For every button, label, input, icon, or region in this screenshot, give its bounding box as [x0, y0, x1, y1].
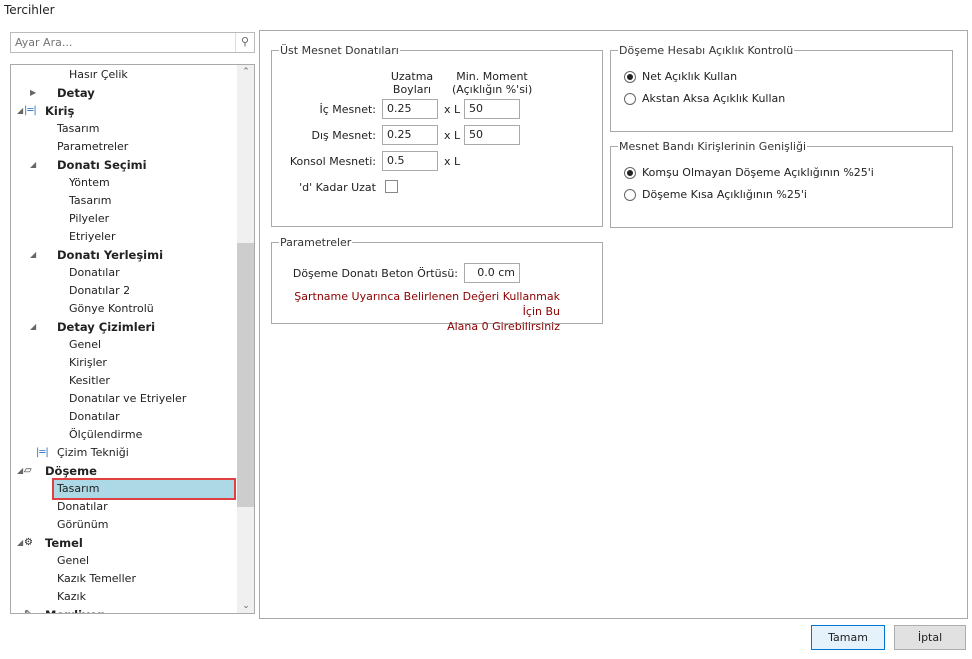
scrollbar-thumb[interactable]: [237, 243, 254, 507]
group-title: Mesnet Bandı Kirişlerinin Genişliği: [619, 140, 807, 153]
tree-item[interactable]: Pilyeler: [69, 212, 110, 225]
beton-ortusu-label: Döşeme Donatı Beton Örtüsü:: [292, 267, 458, 280]
tree-item[interactable]: Kazık Temeller: [57, 572, 136, 585]
slab-icon: ▱: [24, 465, 32, 476]
tree-item[interactable]: Kiriş: [45, 104, 75, 118]
settings-search: ⚲: [10, 32, 255, 53]
tree-item[interactable]: Genel: [57, 554, 90, 567]
tree-item[interactable]: Etriyeler: [69, 230, 116, 243]
xl-label: x L: [444, 129, 461, 142]
dis-mesnet-input[interactable]: 0.25: [382, 125, 438, 145]
tree-item[interactable]: Döşeme: [45, 464, 97, 478]
search-input[interactable]: [11, 33, 231, 52]
group-title: Üst Mesnet Donatıları: [280, 44, 399, 57]
tree-item[interactable]: Ölçülendirme: [69, 428, 143, 441]
net-aciklik-radio[interactable]: [624, 71, 636, 83]
dis-mesnet-label: Dış Mesnet:: [311, 129, 376, 142]
xl-label: x L: [444, 103, 461, 116]
tree-item[interactable]: Tasarım: [52, 478, 236, 500]
stair-icon: ✎: [24, 606, 32, 613]
konsol-mesnet-label: Konsol Mesneti:: [289, 155, 376, 168]
tree-item[interactable]: Kesitler: [69, 374, 110, 387]
ok-button[interactable]: Tamam: [811, 625, 885, 650]
tree-item[interactable]: Donatılar ve Etriyeler: [69, 392, 187, 405]
expanded-arrow-icon[interactable]: ◢: [30, 250, 37, 259]
tree-item[interactable]: Genel: [69, 338, 102, 351]
expanded-arrow-icon[interactable]: ◢: [30, 160, 37, 169]
window-title: Tercihler: [4, 3, 55, 17]
xl-label: x L: [444, 155, 461, 168]
d-kadar-uzat-label: 'd' Kadar Uzat: [299, 181, 376, 194]
scroll-up-icon[interactable]: ⌃: [242, 67, 250, 77]
beton-ortusu-input[interactable]: 0.0 cm: [464, 263, 520, 283]
d-kadar-uzat-checkbox[interactable]: [385, 180, 398, 193]
cancel-button[interactable]: İptal: [894, 625, 966, 650]
aciklik-kontrol-group: Döşeme Hesabı Açıklık Kontrolü Net Açıkl…: [610, 44, 953, 132]
expanded-arrow-icon[interactable]: ◢: [30, 322, 37, 331]
tree-item[interactable]: Donatılar: [69, 266, 120, 279]
expanded-arrow-icon[interactable]: ◢: [17, 466, 24, 475]
group-title: Parametreler: [280, 236, 352, 249]
beam-icon: |═|: [36, 447, 49, 458]
col-header-uzatma: Uzatma Boyları: [390, 70, 434, 96]
komsu-olmayan-label[interactable]: Komşu Olmayan Döşeme Açıklığının %25'i: [642, 166, 874, 179]
tree-item[interactable]: Detay: [57, 86, 95, 100]
akstan-aksa-label[interactable]: Akstan Aksa Açıklık Kullan: [642, 92, 786, 105]
tree-item[interactable]: Tasarım: [69, 194, 112, 207]
settings-content: Üst Mesnet Donatıları Uzatma Boyları Min.…: [259, 30, 968, 619]
col-header-min-moment: Min. Moment (Açıklığın %'si): [452, 70, 533, 96]
dis-mesnet-moment-input[interactable]: 50: [464, 125, 520, 145]
search-icon[interactable]: ⚲: [235, 33, 254, 52]
tree-item[interactable]: Tasarım: [57, 122, 100, 135]
mesnet-bandi-group: Mesnet Bandı Kirişlerinin Genişliği Komş…: [610, 140, 953, 228]
tree-item[interactable]: Çizim Tekniği: [57, 446, 129, 459]
expanded-arrow-icon[interactable]: ◢: [17, 538, 24, 547]
ic-mesnet-label: İç Mesnet:: [319, 103, 376, 116]
konsol-mesnet-input[interactable]: 0.5: [382, 151, 438, 171]
parametreler-group: Parametreler Döşeme Donatı Beton Örtüsü:…: [271, 236, 603, 333]
tree-scrollbar[interactable]: ⌃ ⌄: [237, 65, 254, 613]
settings-tree: Hasır Çelik ▶ Detay ◢ |═| Kiriş Tasarım Paramet…: [10, 64, 255, 614]
warning-text: Şartname Uyarınca Belirlenen Değeri Kull…: [294, 290, 560, 333]
tree-item[interactable]: Merdiven: [42, 606, 106, 613]
kisa-aciklik-radio[interactable]: [624, 189, 636, 201]
komsu-olmayan-radio[interactable]: [624, 167, 636, 179]
net-aciklik-label[interactable]: Net Açıklık Kullan: [642, 70, 738, 83]
tree-item[interactable]: Donatılar: [69, 410, 120, 423]
tree-item[interactable]: Parametreler: [57, 140, 129, 153]
tree-item[interactable]: Kirişler: [69, 356, 107, 369]
tree-item[interactable]: Gönye Kontrolü: [69, 302, 154, 315]
ic-mesnet-moment-input[interactable]: 50: [464, 99, 520, 119]
tree-item[interactable]: Görünüm: [57, 518, 109, 531]
tree-item[interactable]: Donatılar: [57, 500, 108, 513]
group-title: Döşeme Hesabı Açıklık Kontrolü: [619, 44, 794, 57]
foundation-icon: ⚙: [24, 537, 33, 548]
tree-item[interactable]: Hasır Çelik: [69, 68, 128, 81]
tree-item[interactable]: Donatı Seçimi: [57, 158, 147, 172]
kisa-aciklik-label[interactable]: Döşeme Kısa Açıklığının %25'i: [642, 188, 807, 201]
tree-item[interactable]: Yöntem: [69, 176, 110, 189]
ic-mesnet-input[interactable]: 0.25: [382, 99, 438, 119]
expanded-arrow-icon[interactable]: ◢: [17, 106, 24, 115]
collapsed-arrow-icon[interactable]: ▶: [30, 88, 37, 97]
tree-item[interactable]: Temel: [45, 536, 83, 550]
beam-icon: |═|: [24, 105, 37, 116]
tree-item[interactable]: Donatılar 2: [69, 284, 131, 297]
tree-item[interactable]: Kazık: [57, 590, 86, 603]
scroll-down-icon[interactable]: ⌄: [242, 601, 250, 611]
tree-item[interactable]: Donatı Yerleşimi: [57, 248, 164, 262]
tree-item[interactable]: Detay Çizimleri: [57, 320, 156, 334]
ust-mesnet-group: Üst Mesnet Donatıları Uzatma Boyları Min.…: [271, 44, 603, 227]
akstan-aksa-radio[interactable]: [624, 93, 636, 105]
